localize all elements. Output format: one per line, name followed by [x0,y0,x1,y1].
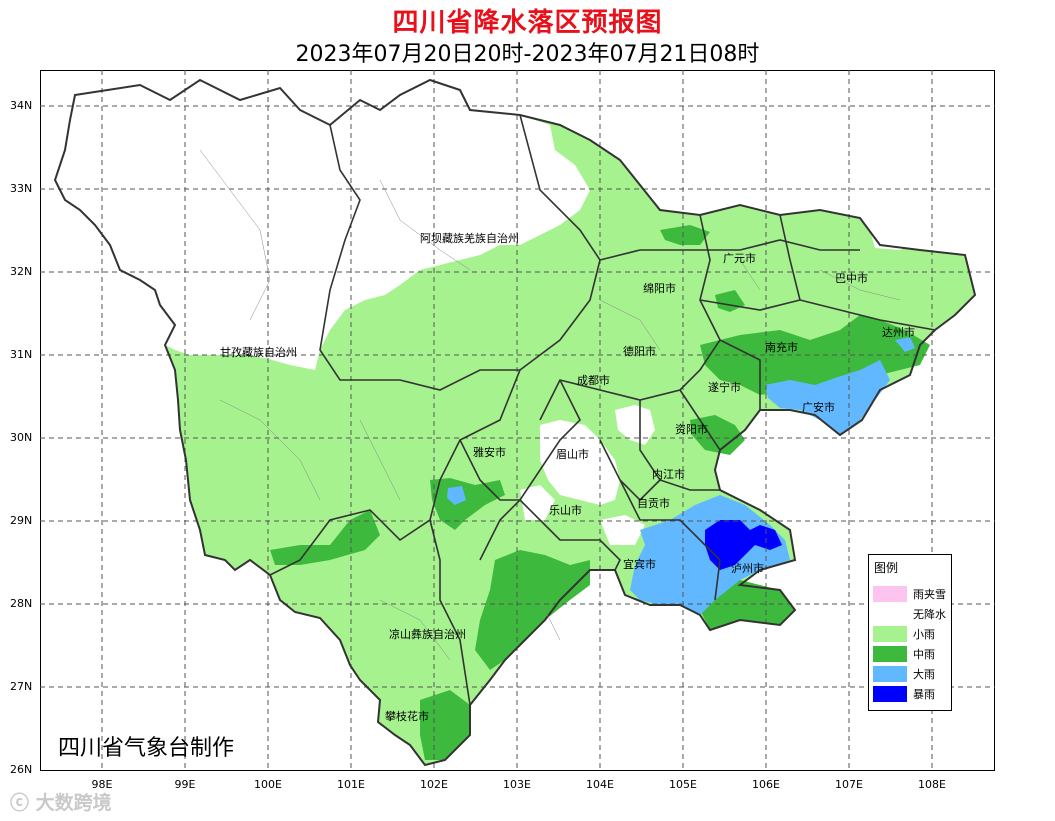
lon-label-102e: 102E [420,778,448,791]
heavy-rain-dazhou [895,337,915,352]
legend-label-moderate-rain: 中雨 [913,648,935,661]
legend-swatch-no-rain [873,606,907,622]
region-label-mianyang: 绵阳市 [643,281,676,295]
map-title: 四川省降水落区预报图 [392,8,663,38]
region-label-yaan: 雅安市 [473,445,506,459]
graticule [40,70,995,771]
no-rain-zone-leshan [520,485,555,520]
legend-label-sleet: 雨夹雪 [913,588,946,601]
region-label-ganzi: 甘孜藏族自治州 [220,345,297,359]
region-label-deyang: 德阳市 [623,344,656,358]
lat-label-26n: 26N [10,763,33,776]
region-label-bazhong: 巴中市 [835,271,868,285]
legend-swatch-heavy-rain [873,666,907,682]
lon-label-101e: 101E [337,778,365,791]
lon-label-107e: 107E [835,778,863,791]
credit-text: 四川省气象台制作 [58,736,235,761]
legend-swatch-sleet [873,586,907,602]
lat-label-31n: 31N [10,348,33,361]
region-label-guangyuan: 广元市 [723,251,756,265]
lon-label-108e: 108E [918,778,946,791]
region-label-chengdu: 成都市 [577,373,610,387]
region-label-nanchong: 南充市 [765,340,798,354]
region-label-meishan: 眉山市 [556,447,589,461]
moderate-rain-panzhihua [420,690,470,760]
lon-label-98e: 98E [91,778,113,791]
moderate-rain-south [475,550,590,670]
region-label-liangshan: 凉山彝族自治州 [389,627,466,641]
region-label-dazhou: 达州市 [882,325,915,339]
region-label-panzhihua: 攀枝花市 [385,709,429,723]
lon-label-106e: 106E [752,778,780,791]
region-label-leshan: 乐山市 [549,503,582,517]
region-label-yibin: 宜宾市 [623,557,656,571]
moderate-rain-guangyuan [660,225,710,245]
legend-swatch-light-rain [873,626,907,642]
legend-item-sleet: 雨夹雪 [873,585,949,602]
heavy-rain-guangan [765,360,890,435]
sichuan-map: 阿坝藏族羌族自治州 广元市 巴中市 绵阳市 达州市 甘孜藏族自治州 德阳市 南充… [40,70,995,771]
lat-label-28n: 28N [10,597,33,610]
region-label-guangan: 广安市 [802,400,835,414]
moderate-rain-liangshan [270,510,380,565]
no-rain-zone-yibin [600,515,645,545]
heavy-rain-yaan [447,486,466,505]
legend-label-light-rain: 小雨 [913,628,935,641]
region-label-aba: 阿坝藏族羌族自治州 [420,231,519,245]
county-boundaries [199,149,901,661]
lon-label-103e: 103E [503,778,531,791]
legend-item-no-rain: 无降水 [873,605,949,622]
lon-label-99e: 99E [174,778,196,791]
legend: 图例 雨夹雪 无降水 小雨 中雨 大雨 暴雨 [868,554,952,711]
lon-label-105e: 105E [669,778,697,791]
legend-swatch-rainstorm [873,686,907,702]
legend-label-no-rain: 无降水 [913,608,946,621]
no-rain-zone-northwest [55,80,590,370]
watermark: ⓒ 大数跨境 [10,788,112,815]
legend-label-heavy-rain: 大雨 [913,668,935,681]
watermark-logo-icon: ⓒ [10,792,30,814]
region-label-luzhou: 泸州市 [731,561,764,575]
lon-label-104e: 104E [586,778,614,791]
legend-item-light-rain: 小雨 [873,625,949,642]
legend-label-rainstorm: 暴雨 [913,688,935,701]
region-labels: 阿坝藏族羌族自治州 广元市 巴中市 绵阳市 达州市 甘孜藏族自治州 德阳市 南充… [220,231,915,723]
lat-label-27n: 27N [10,680,33,693]
legend-item-moderate-rain: 中雨 [873,645,949,662]
region-label-suining: 遂宁市 [708,380,741,394]
rainstorm-luzhou [705,520,782,570]
region-label-zigong: 自贡市 [637,496,670,510]
no-rain-zone-ziyang [615,405,655,445]
watermark-text: 大数跨境 [35,792,112,814]
legend-title: 图例 [874,561,899,575]
legend-item-rainstorm: 暴雨 [873,685,949,702]
legend-item-heavy-rain: 大雨 [873,665,949,682]
legend-swatch-moderate-rain [873,646,907,662]
lat-label-34n: 34N [10,99,33,112]
lat-label-30n: 30N [10,431,33,444]
lat-label-29n: 29N [10,514,33,527]
no-rain-zone-north [870,225,920,250]
lat-label-33n: 33N [10,182,33,195]
prefecture-boundaries [53,78,977,767]
lat-label-32n: 32N [10,265,33,278]
lon-label-100e: 100E [254,778,282,791]
region-label-neijiang: 内江市 [652,467,685,481]
region-label-ziyang: 资阳市 [675,422,708,436]
map-subtitle: 2023年07月20日20时-2023年07月21日08时 [295,42,760,67]
